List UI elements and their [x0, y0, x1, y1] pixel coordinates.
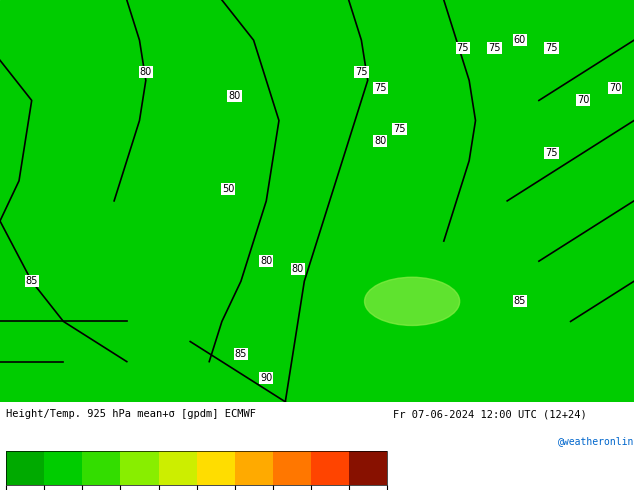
Text: 75: 75	[355, 67, 368, 77]
Text: 50: 50	[222, 184, 235, 194]
Text: 75: 75	[545, 43, 558, 53]
Text: 70: 70	[609, 83, 621, 94]
Text: 80: 80	[292, 264, 304, 274]
Text: 75: 75	[456, 43, 469, 53]
Text: 80: 80	[260, 256, 273, 266]
Text: 80: 80	[228, 92, 241, 101]
Text: 90: 90	[260, 373, 273, 383]
Text: 70: 70	[577, 96, 590, 105]
Text: Height/Temp. 925 hPa mean+σ [gpdm] ECMWF: Height/Temp. 925 hPa mean+σ [gpdm] ECMWF	[6, 409, 256, 419]
Text: 75: 75	[545, 147, 558, 158]
Text: @weatheronline.co.uk: @weatheronline.co.uk	[558, 436, 634, 446]
Text: 75: 75	[488, 43, 501, 53]
Text: 75: 75	[374, 83, 387, 94]
Text: 60: 60	[514, 35, 526, 45]
Text: 85: 85	[235, 348, 247, 359]
Text: 80: 80	[374, 136, 387, 146]
Text: 85: 85	[514, 296, 526, 306]
Text: 80: 80	[139, 67, 152, 77]
Text: 75: 75	[393, 123, 406, 134]
Ellipse shape	[365, 277, 460, 325]
Text: 85: 85	[25, 276, 38, 286]
Text: Fr 07-06-2024 12:00 UTC (12+24): Fr 07-06-2024 12:00 UTC (12+24)	[393, 409, 587, 419]
